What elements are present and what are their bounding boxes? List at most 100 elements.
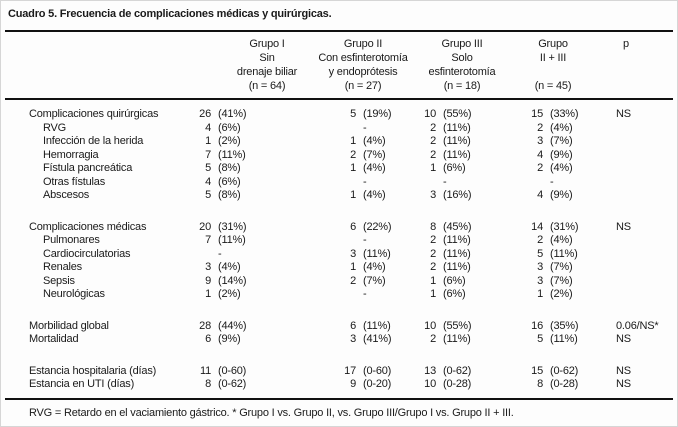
- grupo-1-count-cell: 28: [199, 319, 211, 332]
- grupo-3-count-cell: 10: [424, 378, 436, 390]
- grupo-2-3-count-cell: 5: [537, 247, 543, 260]
- p-value-cell: NS: [616, 333, 631, 345]
- grupo-2-3-percent-cell: (0-28): [550, 378, 579, 390]
- p-value-cell: [601, 275, 677, 289]
- grupo-2-3-percent-cell: (4%): [550, 234, 573, 246]
- grupo-3-count-cell: 8: [430, 220, 436, 233]
- header-divider: [5, 98, 673, 100]
- grupo-2-count-cell: 2: [350, 148, 356, 161]
- grupo-2-3-count-cell: 2: [537, 234, 543, 246]
- grupo-3-count-cell: 2: [430, 247, 436, 260]
- grupo-2-count-cell: [281, 234, 356, 248]
- grupo-2-3-percent-cell: (11%): [550, 333, 578, 345]
- p-value-cell: [601, 288, 677, 302]
- grupo-2-3-count-cell: 3: [537, 274, 543, 287]
- column-header-line: (n = 18): [443, 80, 481, 92]
- table-row: Abscesos 5 (8%) 1 (4%) 3 (16%) 4 (9%): [1, 189, 677, 203]
- grupo-3-count-cell: 2: [430, 333, 436, 345]
- table-row: Hemorragia 7 (11%) 2 (7%) 2 (11%) 4 (9%): [1, 149, 677, 163]
- grupo-2-count-cell: 5: [350, 108, 356, 120]
- grupo-1-percent-cell: -: [218, 247, 222, 260]
- grupo-1-count-cell: 20: [199, 220, 211, 233]
- grupo-2-3-count-cell: 15: [531, 108, 543, 120]
- grupo-3-count-cell: 2: [430, 234, 436, 246]
- row-label: Complicaciones quirúrgicas: [29, 108, 159, 120]
- grupo-2-3-count-cell: 8: [537, 378, 543, 390]
- column-header-grupo-2: Grupo II Con esfinterotomía y endoprótes…: [318, 37, 408, 93]
- table-row: Complicaciones médicas 20 (31%) 6 (22%) …: [1, 221, 677, 235]
- grupo-1-percent-cell: (0-60): [218, 364, 247, 377]
- column-header-line: Solo: [451, 52, 473, 64]
- grupo-1-percent-cell: (6%): [218, 121, 241, 134]
- grupo-1-count-cell: 5: [205, 189, 211, 201]
- p-value-cell: [601, 122, 677, 136]
- grupo-1-percent-cell: (14%): [218, 274, 247, 287]
- grupo-3-percent-cell: (55%): [443, 108, 472, 120]
- grupo-3-percent-cell: (45%): [443, 220, 472, 233]
- grupo-2-percent-cell: (0-20): [363, 378, 392, 390]
- row-label: Estancia en UTI (días): [29, 378, 135, 390]
- grupo-2-3-percent-cell: (9%): [550, 148, 573, 161]
- grupo-2-count-cell: 6: [350, 319, 356, 332]
- table-row: Sepsis 9 (14%) 2 (7%) 1 (6%) 3 (7%): [1, 275, 677, 289]
- grupo-2-3-percent-cell: (0-62): [550, 364, 579, 377]
- grupo-3-percent-cell: (6%): [443, 162, 466, 174]
- grupo-3-percent-cell: (11%): [443, 261, 471, 273]
- p-value-cell: [601, 261, 677, 275]
- table-row: Otras fístulas 4 (6%) - - -: [1, 176, 677, 190]
- p-value-cell: NS: [616, 108, 631, 120]
- grupo-1-percent-cell: (0-62): [218, 378, 247, 390]
- row-label: Complicaciones médicas: [29, 220, 147, 233]
- grupo-3-count-cell: 10: [424, 319, 436, 332]
- column-header-line: drenaje biliar: [236, 66, 298, 78]
- grupo-1-count-cell: 8: [205, 378, 211, 390]
- column-header-line: Grupo I: [249, 38, 285, 50]
- row-label: Pulmonares: [43, 234, 100, 246]
- table-row: Cardiocirculatorias - 3 (11%) 2 (11%) 5 …: [1, 248, 677, 262]
- table-row: Pulmonares 7 (11%) - 2 (11%) 2 (4%): [1, 234, 677, 248]
- grupo-3-percent-cell: (16%): [443, 189, 472, 201]
- grupo-2-count-cell: [281, 288, 356, 302]
- grupo-2-percent-cell: (22%): [363, 220, 392, 233]
- grupo-1-count-cell: 9: [205, 274, 211, 287]
- table-row: Infección de la herida 1 (2%) 1 (4%) 2 (…: [1, 135, 677, 149]
- grupo-1-count-cell: 7: [205, 148, 211, 161]
- grupo-3-percent-cell: (6%): [443, 288, 466, 300]
- table-section: Complicaciones médicas 20 (31%) 6 (22%) …: [1, 221, 677, 302]
- grupo-3-count-cell: 2: [430, 135, 436, 147]
- footnote: RVG = Retardo en el vaciamiento gástrico…: [29, 406, 514, 419]
- column-header-line: [535, 65, 572, 79]
- grupo-3-percent-cell: (11%): [443, 247, 471, 260]
- grupo-3-count-cell: 2: [430, 148, 436, 161]
- grupo-3-count-cell: 1: [430, 274, 436, 287]
- grupo-2-percent-cell: (4%): [363, 135, 386, 147]
- grupo-1-percent-cell: (8%): [218, 189, 241, 201]
- table-body: Complicaciones quirúrgicas 26 (41%) 5 (1…: [1, 100, 677, 392]
- grupo-2-count-cell: 1: [350, 135, 356, 147]
- grupo-1-count-cell: 3: [205, 261, 211, 273]
- row-label: Estancia hospitalaria (días): [29, 364, 157, 377]
- grupo-2-percent-cell: -: [363, 288, 367, 300]
- grupo-1-percent-cell: (31%): [218, 220, 247, 233]
- grupo-3-percent-cell: (11%): [443, 234, 471, 246]
- column-header-line: (n = 27): [344, 80, 382, 92]
- grupo-2-count-cell: 6: [350, 220, 356, 233]
- grupo-2-3-count-cell: 15: [531, 364, 543, 377]
- grupo-2-3-count-cell: 4: [537, 189, 543, 201]
- column-header-p: p: [623, 37, 629, 51]
- table-row: RVG 4 (6%) - 2 (11%) 2 (4%): [1, 122, 677, 136]
- table-row: Renales 3 (4%) 1 (4%) 2 (11%) 3 (7%): [1, 261, 677, 275]
- p-value-cell: [601, 135, 677, 149]
- grupo-2-3-percent-cell: (33%): [550, 108, 579, 120]
- row-label: Infección de la herida: [43, 135, 144, 147]
- table-section: Morbilidad global 28 (44%) 6 (11%) 10 (5…: [1, 320, 677, 347]
- p-value-cell: [601, 162, 677, 176]
- grupo-1-percent-cell: (2%): [218, 288, 241, 300]
- grupo-1-count-cell: [181, 248, 211, 262]
- column-header-grupo-3: Grupo III Solo esfinterotomía (n = 18): [429, 37, 496, 93]
- grupo-2-count-cell: 9: [350, 378, 356, 390]
- grupo-2-count-cell: 2: [350, 274, 356, 287]
- grupo-2-percent-cell: (4%): [363, 189, 386, 201]
- grupo-3-count-cell: 2: [430, 261, 436, 273]
